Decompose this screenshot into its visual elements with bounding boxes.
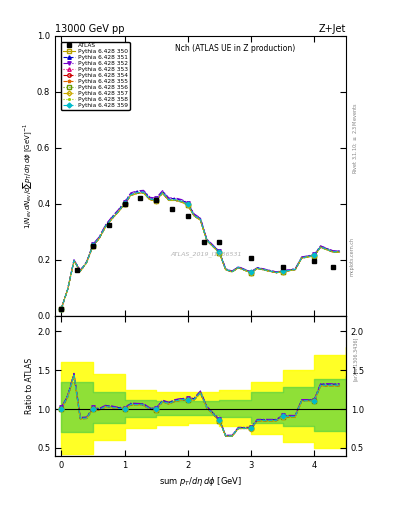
Text: 13000 GeV pp: 13000 GeV pp	[55, 24, 125, 34]
Text: Rivet 3.1.10; $\geq$ 2.3M events: Rivet 3.1.10; $\geq$ 2.3M events	[352, 102, 360, 174]
Y-axis label: $1/N_{ev}\,dN_{ev}/d\!\sum\!p_T/d\eta\,d\phi\;[\mathrm{GeV}]^{-1}$: $1/N_{ev}\,dN_{ev}/d\!\sum\!p_T/d\eta\,d…	[21, 123, 34, 229]
Text: Z+Jet: Z+Jet	[318, 24, 346, 34]
Text: ATLAS_2019_I1736531: ATLAS_2019_I1736531	[171, 251, 242, 257]
Text: mcplots.cern.ch: mcplots.cern.ch	[349, 237, 354, 275]
X-axis label: sum $p_T/d\eta\,d\phi$ [GeV]: sum $p_T/d\eta\,d\phi$ [GeV]	[159, 475, 242, 488]
Text: [arXiv:1306.3436]: [arXiv:1306.3436]	[353, 336, 358, 380]
Y-axis label: Ratio to ATLAS: Ratio to ATLAS	[25, 358, 34, 414]
Text: Nch (ATLAS UE in Z production): Nch (ATLAS UE in Z production)	[175, 44, 296, 53]
Legend: ATLAS, Pythia 6.428 350, Pythia 6.428 351, Pythia 6.428 352, Pythia 6.428 353, P: ATLAS, Pythia 6.428 350, Pythia 6.428 35…	[61, 41, 130, 110]
